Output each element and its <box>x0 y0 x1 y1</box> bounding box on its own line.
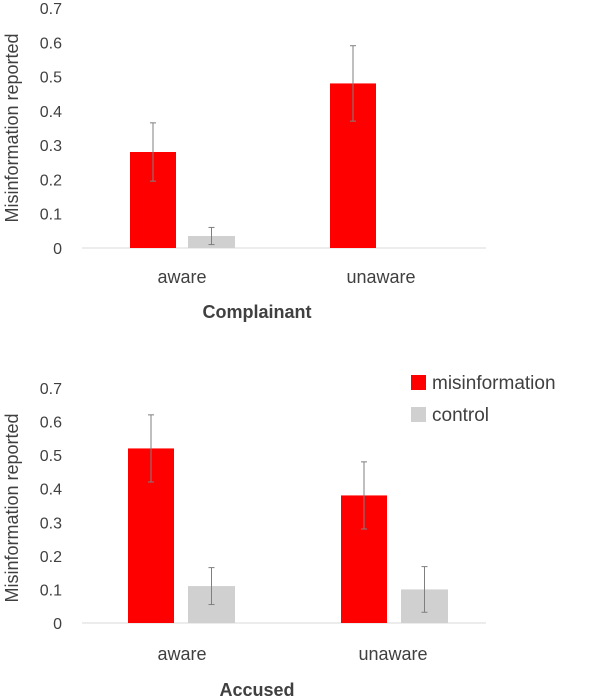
error-bars <box>148 414 428 613</box>
y-tick-label: 0.5 <box>40 448 62 465</box>
y-tick-label: 0.2 <box>40 549 62 566</box>
chart-accused: Misinformation reported 0 0.1 0.2 0.3 0.4 0.5… <box>2 381 486 700</box>
category-label-unaware: unaware <box>358 644 427 664</box>
y-tick-label: 0 <box>53 616 62 633</box>
category-label-unaware: unaware <box>346 267 415 287</box>
y-tick-label: 0.5 <box>40 70 62 87</box>
y-tick-label: 0.4 <box>40 104 62 121</box>
y-tick-label: 0.3 <box>40 138 62 155</box>
legend-label-misinformation: misinformation <box>432 373 556 394</box>
category-label-aware: aware <box>157 644 206 664</box>
error-bars <box>150 45 356 246</box>
y-tick-labels: 0 0.1 0.2 0.3 0.4 0.5 0.6 0.7 <box>40 1 62 258</box>
legend-swatch-control <box>411 407 426 422</box>
chart-complainant: Misinformation reported 0 0.1 0.2 0.3 0.4 0.5… <box>2 1 486 322</box>
y-axis-label: Misinformation reported <box>2 413 22 602</box>
legend: misinformation control <box>411 373 556 426</box>
y-tick-label: 0.6 <box>40 415 62 432</box>
chart-title: Accused <box>219 680 294 700</box>
bars <box>128 448 448 623</box>
y-tick-label: 0.7 <box>40 1 62 18</box>
y-tick-label: 0.6 <box>40 35 62 52</box>
y-tick-label: 0.1 <box>40 582 62 599</box>
bars <box>130 83 376 248</box>
category-label-aware: aware <box>157 267 206 287</box>
legend-label-control: control <box>432 405 489 426</box>
y-tick-labels: 0 0.1 0.2 0.3 0.4 0.5 0.6 0.7 <box>40 381 62 633</box>
y-axis-label: Misinformation reported <box>2 33 22 222</box>
y-tick-label: 0.1 <box>40 207 62 224</box>
chart-title: Complainant <box>202 302 311 322</box>
y-tick-label: 0 <box>53 241 62 258</box>
y-tick-label: 0.2 <box>40 172 62 189</box>
y-tick-label: 0.7 <box>40 381 62 398</box>
y-tick-label: 0.3 <box>40 515 62 532</box>
legend-swatch-misinformation <box>411 375 426 390</box>
y-tick-label: 0.4 <box>40 482 62 499</box>
